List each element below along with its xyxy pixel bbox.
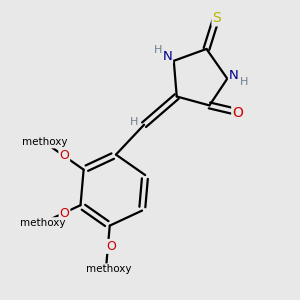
Text: methoxy: methoxy [22, 137, 67, 148]
Text: methoxy: methoxy [86, 264, 132, 274]
Text: O: O [60, 207, 69, 220]
Text: O: O [59, 149, 69, 162]
Text: methoxy: methoxy [20, 218, 65, 228]
Text: O: O [232, 106, 243, 120]
Text: S: S [212, 11, 221, 25]
Text: H: H [154, 45, 163, 56]
Text: H: H [239, 76, 248, 87]
Text: H: H [130, 117, 138, 127]
Text: N: N [229, 69, 239, 82]
Text: N: N [162, 50, 172, 63]
Text: O: O [106, 240, 116, 253]
